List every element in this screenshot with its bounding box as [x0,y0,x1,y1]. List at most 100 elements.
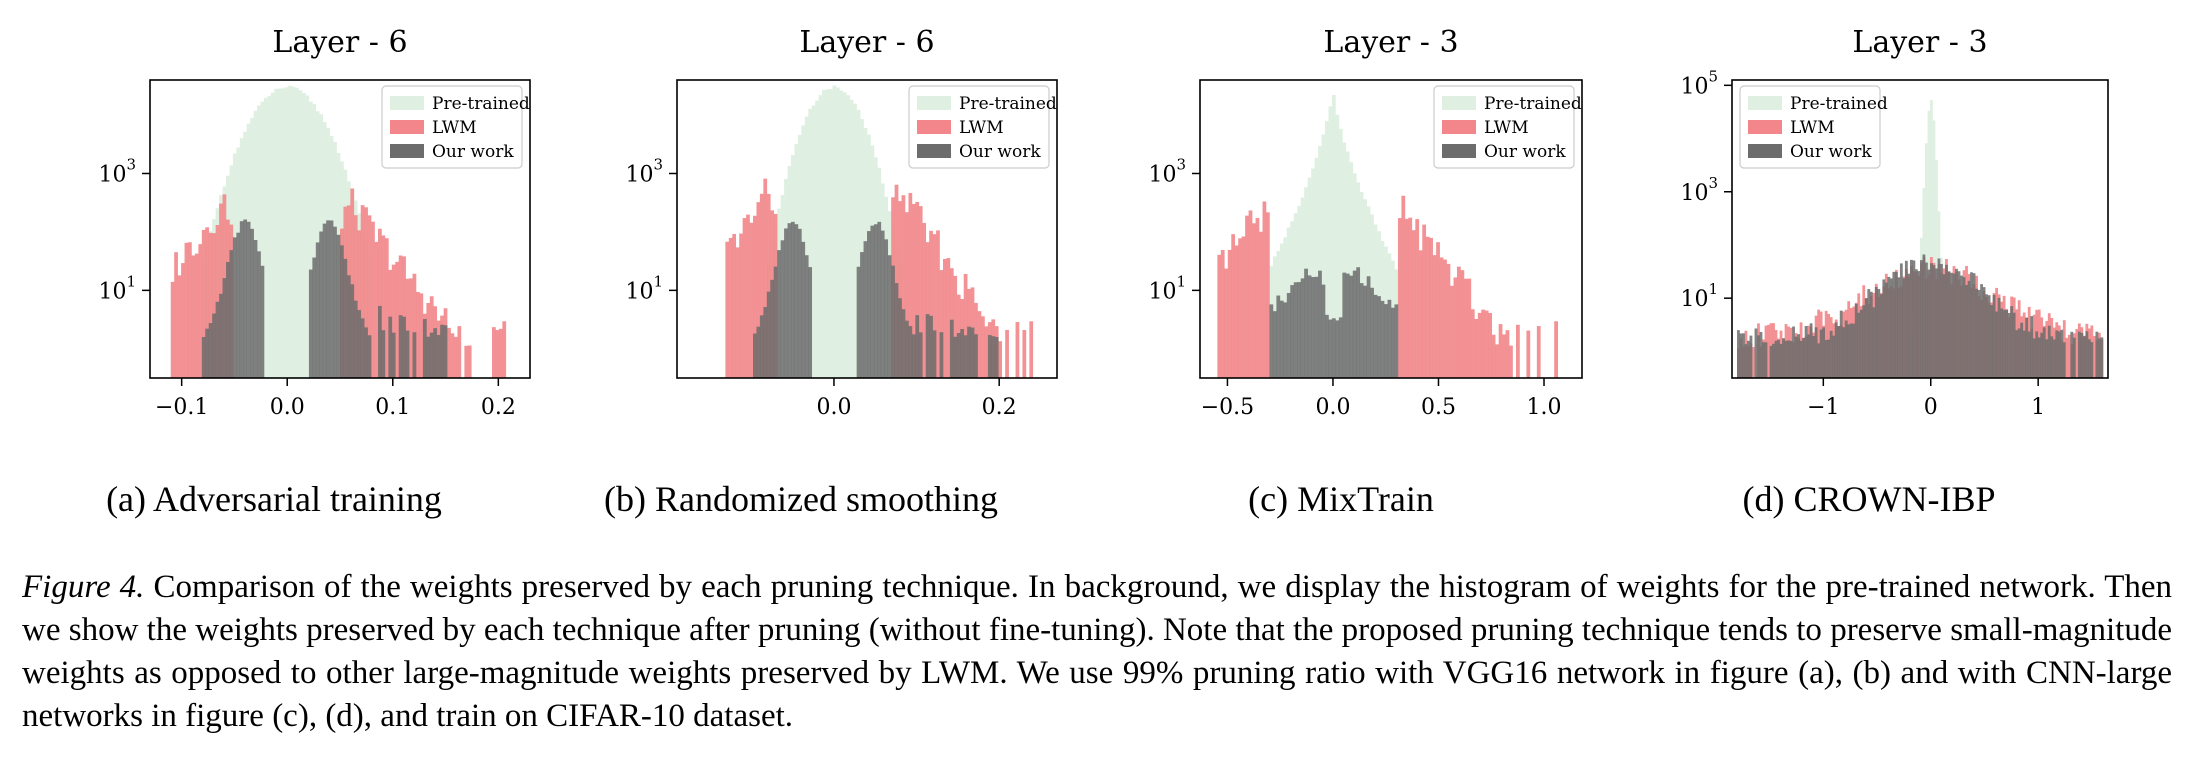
bar-our-work [1356,267,1361,378]
bar-lwm [188,242,192,378]
bar-lwm [946,258,951,378]
legend-label-our-work: Our work [432,142,514,162]
bar-our-work [873,224,878,378]
bar-pre-trained [1318,146,1322,378]
y-tick-label: 103 [625,155,663,187]
bar-our-work [1321,284,1326,378]
bar-lwm [1415,219,1420,378]
bar-lwm [384,238,389,378]
bar-our-work [1792,326,1795,378]
y-tick-exponent: 1 [653,272,663,290]
bar-our-work [308,269,313,378]
bar-our-work [784,228,788,378]
y-tick-label: 101 [625,272,663,304]
bar-lwm [1526,330,1531,378]
bar-lwm [208,232,213,378]
bar-our-work [1930,263,1933,378]
bar-lwm [1022,330,1027,378]
bar-our-work [402,316,406,378]
chart-title: Layer - 3 [1323,25,1458,60]
bar-lwm [1231,234,1236,378]
bar-lwm [943,258,947,378]
bar-our-work [1789,340,1793,378]
bar-our-work [1809,323,1813,378]
x-tick-label: 1.0 [1527,395,1562,420]
bar-our-work [1747,340,1750,378]
bar-pre-trained [1349,162,1354,378]
bar-our-work [1774,340,1778,378]
bar-our-work [1779,343,1783,378]
bar-lwm [174,252,178,378]
bar-our-work [1762,342,1765,378]
legend-label-pre-trained: Pre-trained [959,94,1057,114]
bar-our-work [773,266,778,378]
bar-lwm [1408,217,1413,378]
bar-lwm [1470,309,1475,378]
bar-lwm [357,230,362,378]
histogram-bars [1217,94,1558,379]
bar-lwm [1752,347,1755,378]
bar-our-work [378,305,382,378]
bar-our-work [1777,339,1780,378]
bar-our-work [201,336,206,378]
bar-our-work [856,266,861,378]
bar-lwm [908,192,913,378]
bar-our-work [2097,338,2101,378]
bar-our-work [1824,340,1828,378]
bar-our-work [253,240,258,378]
x-tick-label: 1 [2031,395,2045,420]
bar-our-work [2050,336,2054,378]
bar-our-work [2030,316,2034,378]
bar-our-work [1290,285,1295,378]
bar-our-work [436,335,441,378]
bar-our-work [901,309,906,378]
axes-frame [676,79,1058,379]
bar-our-work [2027,331,2031,378]
bar-our-work [2017,328,2021,378]
bar-lwm [977,311,982,378]
bar-our-work [1909,259,1913,378]
x-tick-label: 0.1 [375,395,410,420]
bar-pre-trained [1331,94,1336,378]
bar-our-work [1812,336,1816,378]
bar-our-work [1869,291,1873,378]
bar-lwm [915,201,920,378]
bar-our-work [2055,330,2059,378]
bar-our-work [243,219,248,378]
bar-lwm [1404,218,1409,378]
bar-lwm [454,336,458,378]
bar-our-work [326,220,330,378]
bar-our-work [1942,274,1946,378]
bar-pre-trained [815,100,819,378]
bar-pre-trained [291,86,296,379]
y-tick-label: 105 [1680,67,1718,99]
histogram-bars [170,85,507,379]
y-tick-label: 101 [1148,272,1186,304]
bar-our-work [801,241,806,378]
bar-our-work [1802,338,1805,378]
bar-pre-trained [1335,114,1340,379]
bar-our-work [1782,338,1785,378]
x-tick-label: 0.0 [270,395,305,420]
bar-our-work [1342,272,1347,378]
bar-lwm [749,222,754,378]
bar-our-work [315,242,320,378]
bar-our-work [1819,329,1823,378]
caption-text: Comparison of the weights preserved by e… [22,569,2172,734]
histogram-chart-d: Layer - 3−1 0 1101103105Pre-trainedLWMOur … [1680,25,2109,420]
bar-our-work [1297,282,1302,378]
bar-lwm [450,333,455,378]
bar-our-work [1917,271,1921,378]
bar-pre-trained [825,89,830,378]
bar-our-work [1955,268,1958,378]
bar-our-work [2095,331,2099,378]
bar-our-work [1867,289,1871,378]
bar-our-work [1857,312,1861,378]
bar-lwm [381,235,386,378]
bar-lwm [371,221,375,378]
bar-our-work [1384,304,1388,378]
bar-our-work [381,330,386,378]
bar-our-work [212,313,216,378]
bar-lwm [1467,278,1472,378]
bar-our-work [1947,271,1951,378]
